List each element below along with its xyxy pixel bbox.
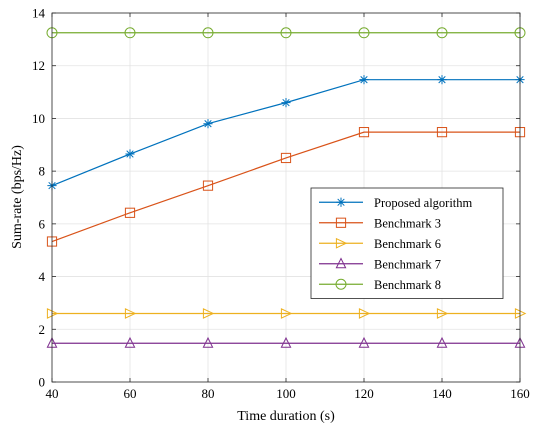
data-point xyxy=(280,308,293,319)
data-point xyxy=(124,308,137,319)
data-point xyxy=(281,98,291,108)
legend-item: Benchmark 3 xyxy=(319,216,441,230)
legend-label: Benchmark 6 xyxy=(374,237,441,251)
data-point xyxy=(124,207,136,218)
series-line xyxy=(51,131,520,243)
data-point xyxy=(436,27,448,39)
x-tick-label: 160 xyxy=(510,386,530,401)
y-tick-label: 0 xyxy=(39,375,46,390)
x-tick-label: 40 xyxy=(46,386,59,401)
x-tick-label: 120 xyxy=(354,386,374,401)
legend-label: Benchmark 7 xyxy=(374,257,441,271)
data-point xyxy=(358,27,370,39)
legend-label: Benchmark 3 xyxy=(374,216,441,230)
legend-item: Benchmark 8 xyxy=(319,278,441,292)
legend-marker xyxy=(335,217,347,228)
x-tick-label: 80 xyxy=(202,386,215,401)
legend-label: Proposed algorithm xyxy=(374,196,473,210)
legend-marker xyxy=(336,197,346,207)
data-point xyxy=(203,119,213,129)
data-point xyxy=(202,308,215,319)
data-point xyxy=(437,75,447,85)
y-tick-label: 2 xyxy=(39,322,46,337)
data-point xyxy=(124,336,136,348)
legend-item: Proposed algorithm xyxy=(319,196,473,210)
series-layer xyxy=(46,27,527,348)
data-point xyxy=(280,27,292,39)
data-point xyxy=(125,149,135,159)
x-tick-label: 60 xyxy=(124,386,137,401)
y-tick-label: 12 xyxy=(32,58,45,73)
data-point xyxy=(436,127,448,138)
y-tick-label: 8 xyxy=(39,164,46,179)
data-point xyxy=(202,27,214,39)
data-point xyxy=(359,75,369,85)
data-point xyxy=(280,336,292,348)
legend-label: Benchmark 8 xyxy=(374,278,441,292)
data-point xyxy=(358,127,370,138)
x-tick-label: 100 xyxy=(276,386,296,401)
legend-marker xyxy=(335,257,347,269)
legend-item: Benchmark 7 xyxy=(319,257,441,271)
legend-item: Benchmark 6 xyxy=(319,237,441,251)
data-point xyxy=(436,308,449,319)
data-point xyxy=(280,152,292,164)
y-tick-label: 6 xyxy=(39,216,46,231)
series-4 xyxy=(46,336,526,348)
x-tick-label: 140 xyxy=(432,386,452,401)
data-point xyxy=(124,27,136,39)
y-tick-label: 14 xyxy=(32,6,46,21)
data-point xyxy=(202,180,214,191)
legend-marker xyxy=(335,278,347,290)
data-point xyxy=(358,308,371,319)
legend-marker xyxy=(335,237,348,249)
legend: Proposed algorithm Benchmark 3 Benchmark 6… xyxy=(310,187,504,299)
y-tick-label: 4 xyxy=(39,269,46,284)
data-point xyxy=(202,336,214,348)
data-point xyxy=(358,336,370,348)
axis-ticks: 40 60 80 100 120 140 160 0 2 4 6 8 10 12 14 xyxy=(32,6,530,402)
data-point xyxy=(436,336,448,348)
y-axis-title: Sum-rate (bps/Hz) xyxy=(10,145,25,249)
x-axis-title: Time duration (s) xyxy=(237,409,335,424)
y-tick-label: 10 xyxy=(32,111,45,126)
